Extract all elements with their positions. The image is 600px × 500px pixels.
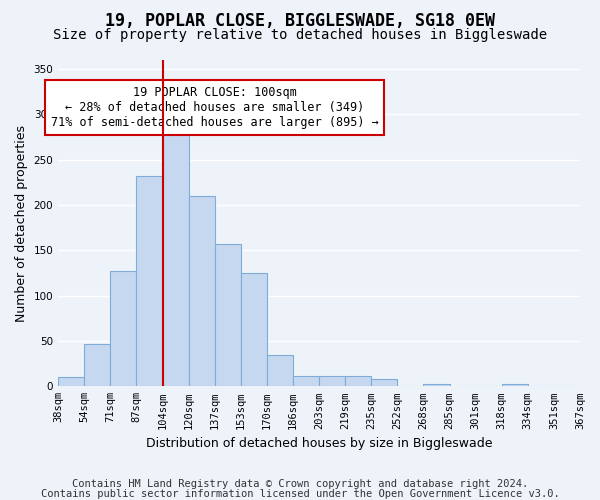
Text: 19, POPLAR CLOSE, BIGGLESWADE, SG18 0EW: 19, POPLAR CLOSE, BIGGLESWADE, SG18 0EW: [105, 12, 495, 30]
X-axis label: Distribution of detached houses by size in Biggleswade: Distribution of detached houses by size …: [146, 437, 493, 450]
Bar: [241, 273, 267, 386]
Y-axis label: Number of detached properties: Number of detached properties: [15, 124, 28, 322]
Bar: [267, 354, 293, 386]
Bar: [502, 384, 528, 386]
Bar: [136, 176, 163, 386]
Bar: [188, 196, 215, 386]
Bar: [345, 376, 371, 386]
Bar: [215, 244, 241, 386]
Bar: [84, 344, 110, 386]
Bar: [293, 376, 319, 386]
Text: Contains public sector information licensed under the Open Government Licence v3: Contains public sector information licen…: [41, 489, 559, 499]
Bar: [58, 377, 84, 386]
Bar: [424, 384, 449, 386]
Bar: [319, 376, 345, 386]
Text: Contains HM Land Registry data © Crown copyright and database right 2024.: Contains HM Land Registry data © Crown c…: [72, 479, 528, 489]
Bar: [371, 379, 397, 386]
Text: 19 POPLAR CLOSE: 100sqm
← 28% of detached houses are smaller (349)
71% of semi-d: 19 POPLAR CLOSE: 100sqm ← 28% of detache…: [51, 86, 379, 129]
Bar: [163, 130, 188, 386]
Bar: [110, 271, 136, 386]
Text: Size of property relative to detached houses in Biggleswade: Size of property relative to detached ho…: [53, 28, 547, 42]
